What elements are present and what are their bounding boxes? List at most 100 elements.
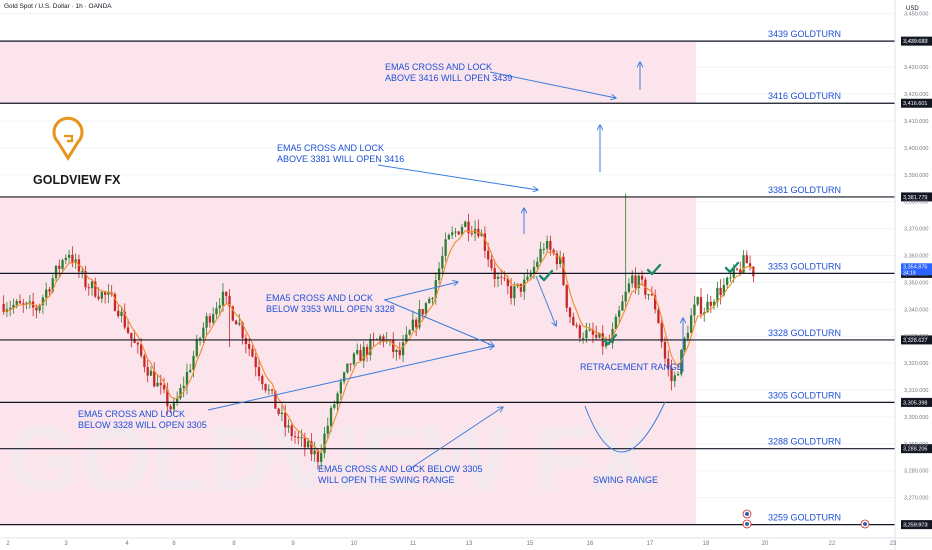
candle-body (454, 231, 457, 233)
candle-body (58, 265, 61, 269)
time-tick-label: 11 (410, 541, 417, 547)
candle-body (421, 309, 424, 315)
time-tick-label: 17 (647, 541, 654, 547)
candle-body (549, 241, 552, 250)
candle-body (287, 425, 290, 428)
time-tick-label: 16 (587, 541, 594, 547)
candle-body (284, 412, 287, 428)
projection-arrow (384, 299, 494, 346)
candle-body (149, 370, 153, 376)
candle-body (162, 385, 166, 390)
goldturn-zone (0, 41, 696, 104)
candle-body (136, 342, 140, 345)
candle-body (248, 344, 251, 349)
candle-body (578, 325, 581, 339)
candle-body (447, 234, 451, 240)
candle-body (280, 412, 284, 414)
candle-body (398, 349, 401, 356)
candle-body (660, 323, 663, 342)
time-tick-label: 15 (527, 541, 534, 547)
candle-body (41, 297, 45, 306)
candle-body (176, 398, 179, 403)
candle-body (726, 277, 729, 285)
candle-body (487, 250, 490, 260)
candle-body (431, 297, 434, 299)
candle-body (120, 311, 123, 317)
candle-body (663, 341, 667, 359)
candle-body (408, 330, 411, 335)
candle-body (437, 268, 441, 281)
checkmark-icon (646, 263, 662, 276)
time-tick-label: 22 (829, 541, 836, 547)
candle-body (12, 304, 15, 308)
price-level-tag-text: 3,381.779 (903, 195, 927, 201)
candle-body (483, 233, 487, 251)
candle-body (185, 371, 189, 386)
candle-body (103, 292, 107, 295)
candle-body (67, 254, 71, 258)
price-tick-label: 3,450.000 (904, 11, 928, 17)
candle-body (290, 425, 293, 437)
candle-body (673, 375, 676, 382)
candle-body (722, 284, 726, 296)
candle-body (621, 301, 624, 311)
logo-g-mark (64, 134, 74, 143)
goldturn-level-label: 3353 GOLDTURN (768, 261, 841, 271)
projection-arrow (207, 346, 494, 411)
candle-body (598, 333, 601, 338)
candle-body (264, 384, 267, 391)
candle-body (627, 283, 631, 292)
candle-body (94, 281, 97, 297)
price-level-tag-text: 3,439.683 (903, 39, 927, 45)
price-level-tag-text: 3,259.973 (903, 523, 927, 529)
candle-body (653, 295, 657, 310)
goldturn-level-label: 3288 GOLDTURN (768, 437, 841, 447)
candle-body (745, 255, 748, 264)
candle-body (9, 307, 12, 310)
price-level-tag-text: 3,416.601 (903, 101, 927, 107)
ema5-line (3, 230, 754, 453)
candle-body (693, 304, 696, 316)
candle-body (513, 286, 516, 299)
flag-icon (745, 512, 749, 516)
annotation-text: EMA5 CROSS AND LOCK (266, 293, 373, 303)
price-tick-label: 3,280.000 (904, 469, 928, 475)
candle-body (716, 287, 719, 302)
candle-body (38, 305, 41, 311)
candle-body (523, 279, 526, 292)
candle-body (444, 239, 447, 256)
candle-body (657, 309, 660, 324)
candle-body (133, 338, 136, 343)
price-level-tag (901, 444, 932, 454)
candle-body (585, 330, 588, 339)
candle-body (519, 283, 523, 292)
candle-body (562, 256, 565, 285)
candle-body (306, 441, 310, 448)
candle-body (428, 298, 431, 304)
time-tick-label: 18 (703, 541, 710, 547)
candle-body (418, 309, 421, 328)
candle-body (244, 338, 248, 345)
candle-body (581, 338, 585, 340)
price-tick-label: 3,330.000 (904, 334, 928, 340)
candle-body (25, 302, 28, 305)
goldturn-level-label: 3328 GOLDTURN (768, 328, 841, 338)
time-tick-label: 3 (64, 541, 68, 547)
candle-body (261, 376, 264, 385)
candle-body (503, 277, 506, 279)
candle-body (696, 297, 699, 305)
candle-body (460, 226, 464, 235)
candle-body (552, 249, 555, 254)
annotation-text: WILL OPEN THE SWING RANGE (318, 475, 455, 485)
candle-body (126, 327, 130, 333)
candle-body (123, 311, 126, 328)
flag-icon (745, 522, 749, 526)
candle-body (215, 308, 218, 315)
candle-body (742, 255, 745, 273)
candle-body (617, 310, 621, 317)
candle-body (362, 346, 365, 361)
goldturn-level-label: 3305 GOLDTURN (768, 390, 841, 400)
price-level-tag (901, 335, 932, 345)
candle-body (356, 350, 359, 354)
